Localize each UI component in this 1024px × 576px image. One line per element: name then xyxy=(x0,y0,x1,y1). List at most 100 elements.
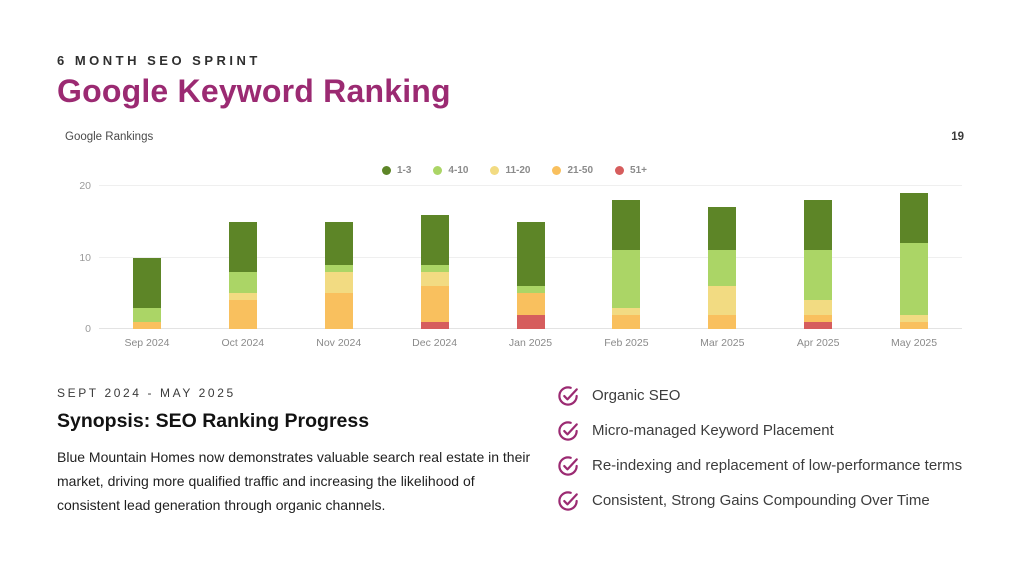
bar-segment xyxy=(804,300,833,315)
x-axis-tick-label: Mar 2025 xyxy=(700,337,745,349)
bar-column xyxy=(99,186,195,329)
x-axis-tick-label: Nov 2024 xyxy=(316,337,362,349)
stacked-bar xyxy=(516,221,545,329)
highlight-label: Re-indexing and replacement of low-perfo… xyxy=(592,457,963,474)
bar-segment xyxy=(612,314,641,329)
y-axis-tick-label: 20 xyxy=(79,180,91,192)
bar-segment xyxy=(612,200,641,251)
bar-segment xyxy=(708,286,737,315)
x-axis-tick-label: Oct 2024 xyxy=(221,337,265,349)
bar-column xyxy=(866,186,962,329)
bar-column xyxy=(387,186,483,329)
stacked-bar xyxy=(612,200,641,329)
bar-segment xyxy=(900,243,929,315)
synopsis-body: Blue Mountain Homes now demonstrates val… xyxy=(57,449,531,513)
chart-legend: 1-3 4-10 11-20 21-50 51+ xyxy=(65,164,964,176)
x-axis-tick-label: Dec 2024 xyxy=(412,337,458,349)
chart-card: Google Rankings 19 1-3 4-10 11-20 21-50 51+ … xyxy=(65,131,964,349)
bar-segment xyxy=(804,314,833,322)
bar-column xyxy=(483,186,579,329)
check-circle-icon xyxy=(558,386,578,406)
highlight-label: Consistent, Strong Gains Compounding Ove… xyxy=(592,492,930,509)
legend-label: 4-10 xyxy=(448,164,469,176)
bar-segment xyxy=(228,300,257,329)
x-axis-tick-label: Apr 2025 xyxy=(796,337,840,349)
check-circle-icon xyxy=(558,421,578,441)
bar-segment xyxy=(324,271,353,294)
x-axis-tick-label: Sep 2024 xyxy=(124,337,170,349)
bar-segment xyxy=(420,321,449,329)
bar-segment xyxy=(420,286,449,322)
y-axis-tick-label: 0 xyxy=(85,323,91,335)
legend-item: 11-20 xyxy=(490,165,530,176)
bar-segment xyxy=(228,293,257,301)
stacked-bar xyxy=(228,221,257,329)
chart-x-axis: Sep 2024 Oct 2024 Nov 2024 Dec 2024 Jan 2025… xyxy=(99,337,962,349)
bar-column xyxy=(674,186,770,329)
bar-segment xyxy=(516,314,545,329)
bar-column xyxy=(195,186,291,329)
check-circle-icon xyxy=(558,491,578,511)
highlight-item: Re-indexing and replacement of low-perfo… xyxy=(557,454,962,477)
bar-segment xyxy=(900,321,929,329)
synopsis-block: SEPT 2024 - MAY 2025 Synopsis: SEO Ranki… xyxy=(57,386,549,524)
bar-segment xyxy=(228,221,257,272)
legend-dot-icon xyxy=(490,165,500,175)
highlight-label: Organic SEO xyxy=(592,387,681,404)
chart-header: Google Rankings 19 xyxy=(65,131,964,143)
synopsis-eyebrow: SEPT 2024 - MAY 2025 xyxy=(57,386,236,400)
check-circle-icon xyxy=(558,456,578,476)
chart-title: Google Rankings xyxy=(65,131,154,143)
legend-label: 1-3 xyxy=(396,164,412,176)
legend-label: 51+ xyxy=(630,164,648,176)
legend-label: 21-50 xyxy=(567,164,594,176)
highlight-item: Consistent, Strong Gains Compounding Ove… xyxy=(557,489,962,512)
bar-segment xyxy=(324,293,353,329)
bars-row xyxy=(99,186,962,329)
page-title: Google Keyword Ranking xyxy=(57,73,451,109)
bottom-section: SEPT 2024 - MAY 2025 Synopsis: SEO Ranki… xyxy=(57,386,964,524)
stacked-bar xyxy=(708,207,737,329)
bar-segment xyxy=(228,271,257,294)
legend-dot-icon xyxy=(615,165,625,175)
legend-label: 11-20 xyxy=(505,164,531,176)
stacked-bar xyxy=(804,200,833,329)
bar-segment xyxy=(516,286,545,294)
x-axis-tick-label: Jan 2025 xyxy=(508,337,553,349)
bar-column xyxy=(770,186,866,329)
bar-segment xyxy=(612,307,641,315)
bar-segment xyxy=(804,250,833,301)
legend-dot-icon xyxy=(381,165,391,175)
legend-dot-icon xyxy=(433,165,443,175)
bar-segment xyxy=(420,264,449,272)
slide-header: 6 MONTH SEO SPRINT Google Keyword Rankin… xyxy=(57,53,964,110)
legend-item: 4-10 xyxy=(433,165,468,176)
bar-column xyxy=(578,186,674,329)
chart-plot-area: 0 10 20 xyxy=(79,180,962,335)
highlight-label: Micro-managed Keyword Placement xyxy=(592,422,834,439)
stacked-bar xyxy=(132,257,161,329)
legend-item: 1-3 xyxy=(381,164,412,176)
x-axis-tick-label: May 2025 xyxy=(891,337,938,349)
legend-dot-icon xyxy=(552,165,562,175)
highlight-item: Micro-managed Keyword Placement xyxy=(557,419,962,442)
bar-segment xyxy=(516,221,545,287)
y-axis-tick-label: 10 xyxy=(79,251,91,264)
bar-segment xyxy=(900,193,929,244)
bar-column xyxy=(291,186,387,329)
gridline xyxy=(99,185,962,186)
x-axis-tick-label: Feb 2025 xyxy=(604,337,649,349)
synopsis-heading: Synopsis: SEO Ranking Progress xyxy=(57,410,370,432)
stacked-bar xyxy=(420,214,449,329)
bar-segment xyxy=(900,314,929,322)
bar-segment xyxy=(132,307,161,322)
bar-segment xyxy=(708,250,737,287)
stacked-bar xyxy=(324,221,353,329)
highlight-item: Organic SEO xyxy=(557,384,962,407)
bar-segment xyxy=(804,200,833,251)
bar-segment xyxy=(324,221,353,265)
header-eyebrow: 6 MONTH SEO SPRINT xyxy=(57,53,261,68)
bar-segment xyxy=(708,207,737,251)
bar-segment xyxy=(324,264,353,272)
